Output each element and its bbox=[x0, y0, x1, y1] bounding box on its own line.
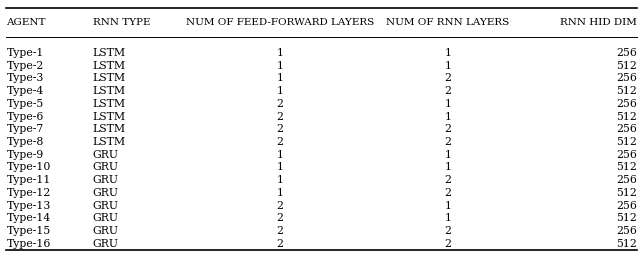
Text: 2: 2 bbox=[276, 111, 284, 122]
Text: 512: 512 bbox=[616, 239, 637, 249]
Text: 2: 2 bbox=[445, 175, 451, 185]
Text: 256: 256 bbox=[616, 201, 637, 211]
Text: Type-14: Type-14 bbox=[6, 213, 51, 223]
Text: 512: 512 bbox=[616, 61, 637, 70]
Text: 2: 2 bbox=[276, 124, 284, 134]
Text: Type-11: Type-11 bbox=[6, 175, 51, 185]
Text: 256: 256 bbox=[616, 48, 637, 58]
Text: 256: 256 bbox=[616, 99, 637, 109]
Text: Type-13: Type-13 bbox=[6, 201, 51, 211]
Text: 2: 2 bbox=[445, 239, 451, 249]
Text: Type-16: Type-16 bbox=[6, 239, 51, 249]
Text: 1: 1 bbox=[445, 111, 451, 122]
Text: LSTM: LSTM bbox=[93, 48, 126, 58]
Text: 512: 512 bbox=[616, 188, 637, 198]
Text: 2: 2 bbox=[445, 226, 451, 236]
Text: NUM OF RNN LAYERS: NUM OF RNN LAYERS bbox=[387, 18, 509, 27]
Text: 1: 1 bbox=[445, 99, 451, 109]
Text: GRU: GRU bbox=[93, 239, 119, 249]
Text: LSTM: LSTM bbox=[93, 124, 126, 134]
Text: 2: 2 bbox=[276, 99, 284, 109]
Text: 1: 1 bbox=[445, 61, 451, 70]
Text: 512: 512 bbox=[616, 163, 637, 172]
Text: 256: 256 bbox=[616, 226, 637, 236]
Text: 2: 2 bbox=[276, 137, 284, 147]
Text: 256: 256 bbox=[616, 73, 637, 83]
Text: 1: 1 bbox=[276, 175, 284, 185]
Text: GRU: GRU bbox=[93, 213, 119, 223]
Text: Type-12: Type-12 bbox=[6, 188, 51, 198]
Text: 1: 1 bbox=[276, 163, 284, 172]
Text: 1: 1 bbox=[276, 48, 284, 58]
Text: GRU: GRU bbox=[93, 201, 119, 211]
Text: 2: 2 bbox=[445, 137, 451, 147]
Text: 1: 1 bbox=[276, 86, 284, 96]
Text: 2: 2 bbox=[276, 239, 284, 249]
Text: GRU: GRU bbox=[93, 226, 119, 236]
Text: 512: 512 bbox=[616, 213, 637, 223]
Text: 256: 256 bbox=[616, 175, 637, 185]
Text: 256: 256 bbox=[616, 150, 637, 160]
Text: Type-10: Type-10 bbox=[6, 163, 51, 172]
Text: LSTM: LSTM bbox=[93, 73, 126, 83]
Text: Type-7: Type-7 bbox=[6, 124, 44, 134]
Text: 1: 1 bbox=[445, 48, 451, 58]
Text: 2: 2 bbox=[445, 86, 451, 96]
Text: GRU: GRU bbox=[93, 175, 119, 185]
Text: 1: 1 bbox=[276, 150, 284, 160]
Text: Type-2: Type-2 bbox=[6, 61, 44, 70]
Text: RNN HID DIM: RNN HID DIM bbox=[560, 18, 637, 27]
Text: GRU: GRU bbox=[93, 188, 119, 198]
Text: 512: 512 bbox=[616, 111, 637, 122]
Text: 2: 2 bbox=[445, 188, 451, 198]
Text: AGENT: AGENT bbox=[6, 18, 46, 27]
Text: 1: 1 bbox=[445, 163, 451, 172]
Text: 512: 512 bbox=[616, 137, 637, 147]
Text: 1: 1 bbox=[276, 61, 284, 70]
Text: 2: 2 bbox=[276, 201, 284, 211]
Text: Type-9: Type-9 bbox=[6, 150, 44, 160]
Text: Type-1: Type-1 bbox=[6, 48, 44, 58]
Text: Type-15: Type-15 bbox=[6, 226, 51, 236]
Text: Type-4: Type-4 bbox=[6, 86, 44, 96]
Text: LSTM: LSTM bbox=[93, 61, 126, 70]
Text: 2: 2 bbox=[276, 226, 284, 236]
Text: 2: 2 bbox=[445, 73, 451, 83]
Text: RNN TYPE: RNN TYPE bbox=[93, 18, 150, 27]
Text: Type-8: Type-8 bbox=[6, 137, 44, 147]
Text: Type-3: Type-3 bbox=[6, 73, 44, 83]
Text: Type-5: Type-5 bbox=[6, 99, 44, 109]
Text: 1: 1 bbox=[445, 201, 451, 211]
Text: 2: 2 bbox=[276, 213, 284, 223]
Text: 1: 1 bbox=[445, 213, 451, 223]
Text: 1: 1 bbox=[445, 150, 451, 160]
Text: 1: 1 bbox=[276, 188, 284, 198]
Text: LSTM: LSTM bbox=[93, 137, 126, 147]
Text: 1: 1 bbox=[276, 73, 284, 83]
Text: GRU: GRU bbox=[93, 163, 119, 172]
Text: Type-6: Type-6 bbox=[6, 111, 44, 122]
Text: LSTM: LSTM bbox=[93, 86, 126, 96]
Text: 512: 512 bbox=[616, 86, 637, 96]
Text: GRU: GRU bbox=[93, 150, 119, 160]
Text: LSTM: LSTM bbox=[93, 111, 126, 122]
Text: 256: 256 bbox=[616, 124, 637, 134]
Text: LSTM: LSTM bbox=[93, 99, 126, 109]
Text: 2: 2 bbox=[445, 124, 451, 134]
Text: NUM OF FEED-FORWARD LAYERS: NUM OF FEED-FORWARD LAYERS bbox=[186, 18, 374, 27]
